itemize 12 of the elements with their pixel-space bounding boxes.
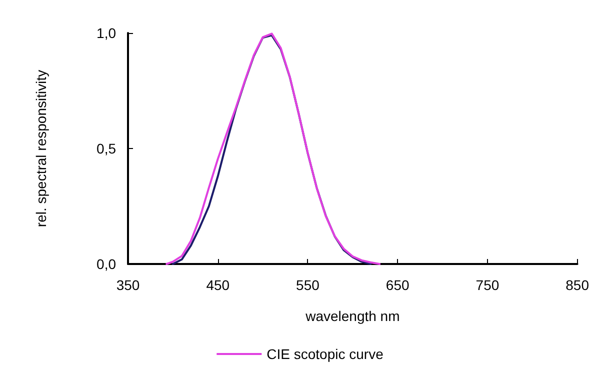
- x-tick-label: 750: [476, 277, 500, 293]
- y-tick-label: 0,0: [96, 256, 116, 272]
- legend-label: CIE scotopic curve: [266, 346, 384, 362]
- y-axis-title: rel. spectral responsitivity: [33, 70, 49, 228]
- x-axis-title: wavelength nm: [304, 308, 400, 324]
- y-tick-label: 0,5: [96, 140, 116, 156]
- x-tick-label: 550: [296, 277, 320, 293]
- y-tick-label: 1,0: [96, 25, 116, 41]
- x-tick-label: 450: [206, 277, 230, 293]
- x-tick-label: 850: [566, 277, 590, 293]
- x-tick-label: 350: [116, 277, 140, 293]
- x-tick-label: 650: [386, 277, 410, 293]
